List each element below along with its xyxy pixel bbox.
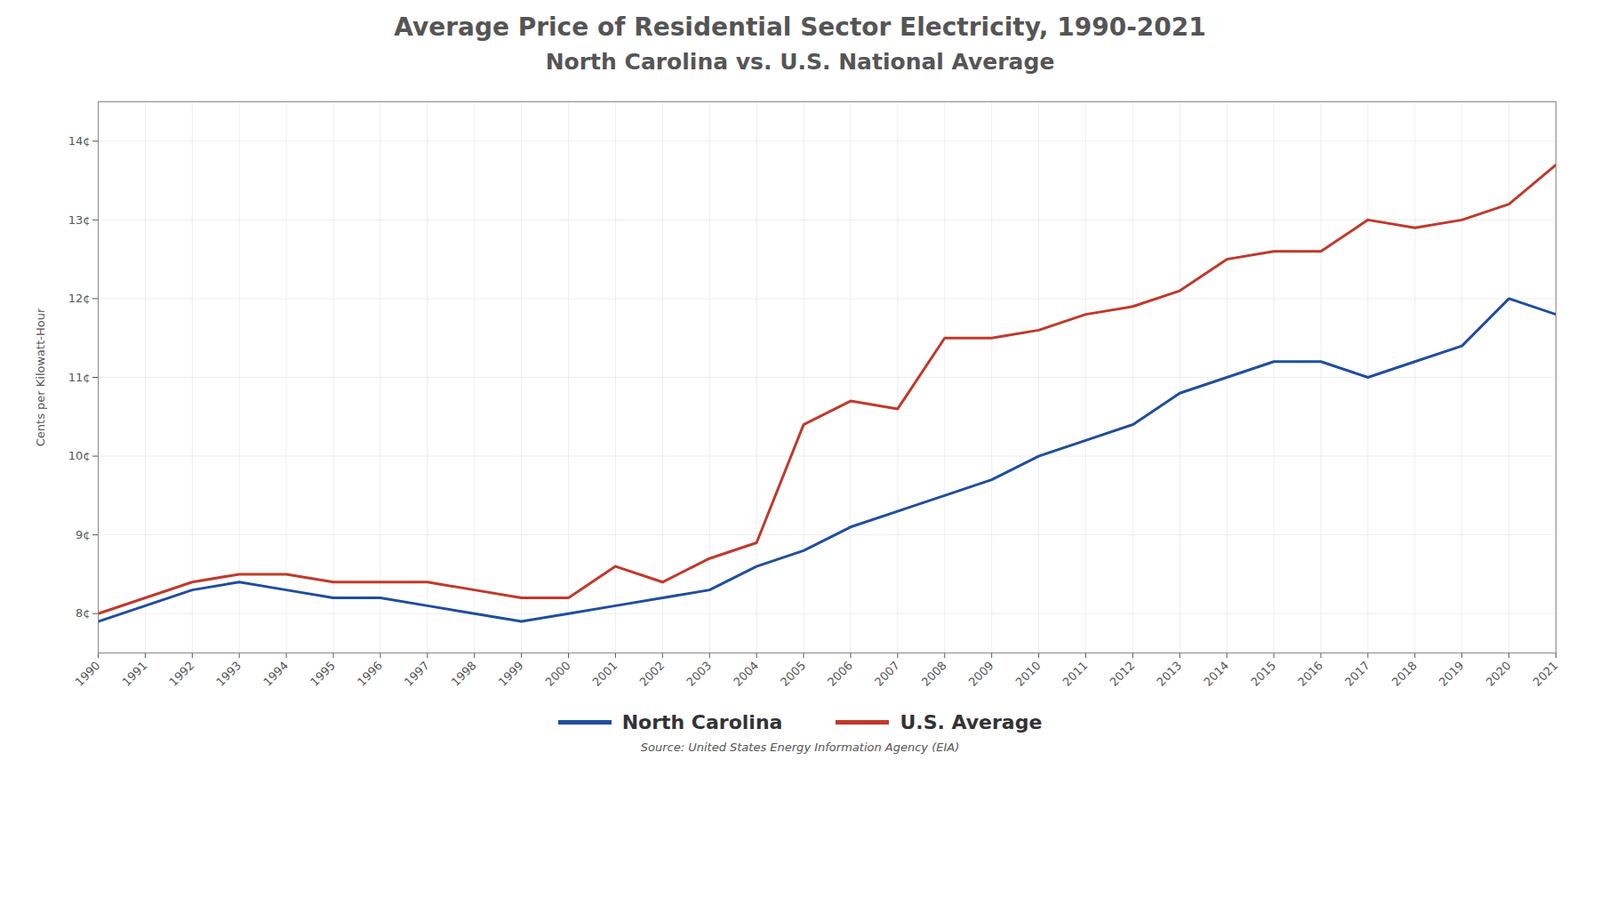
svg-text:2016: 2016 xyxy=(1295,658,1326,689)
svg-text:2010: 2010 xyxy=(1013,658,1044,689)
svg-text:12¢: 12¢ xyxy=(68,291,91,305)
html-text:U.S. Average: U.S. Average xyxy=(899,711,1043,734)
svg-text:11¢: 11¢ xyxy=(68,370,91,384)
svg-text:1993: 1993 xyxy=(213,658,244,689)
svg-text:Cents per Kilowatt-Hour: Cents per Kilowatt-Hour xyxy=(33,307,48,447)
svg-text:2008: 2008 xyxy=(919,658,950,689)
svg-text:2012: 2012 xyxy=(1106,658,1137,689)
svg-text:2020: 2020 xyxy=(1483,658,1514,689)
svg-text:13¢: 13¢ xyxy=(68,213,91,227)
svg-text:2005: 2005 xyxy=(777,658,808,689)
svg-text:2015: 2015 xyxy=(1248,658,1279,689)
svg-text:1991: 1991 xyxy=(119,658,150,689)
svg-text:2018: 2018 xyxy=(1389,658,1420,689)
svg-text:2019: 2019 xyxy=(1436,658,1467,689)
svg-text:2021: 2021 xyxy=(1530,658,1561,689)
svg-text:14¢: 14¢ xyxy=(68,134,91,148)
svg-text:2006: 2006 xyxy=(824,658,856,689)
svg-text:1997: 1997 xyxy=(401,658,432,689)
svg-text:2013: 2013 xyxy=(1153,658,1184,689)
svg-text:2011: 2011 xyxy=(1060,658,1091,689)
svg-text:1995: 1995 xyxy=(307,658,338,689)
html-text:Average Price of Residential S: Average Price of Residential Sector Elec… xyxy=(394,12,1206,42)
svg-text:1994: 1994 xyxy=(260,658,291,689)
svg-text:1999: 1999 xyxy=(496,658,527,689)
svg-text:2004: 2004 xyxy=(730,658,761,689)
svg-text:1990: 1990 xyxy=(72,658,104,689)
svg-text:2001: 2001 xyxy=(589,658,620,689)
svg-text:9¢: 9¢ xyxy=(75,528,91,542)
svg-text:2002: 2002 xyxy=(636,658,667,689)
html-text:North Carolina: North Carolina xyxy=(621,711,783,734)
svg-text:10¢: 10¢ xyxy=(68,448,91,463)
svg-text:2009: 2009 xyxy=(966,658,997,689)
svg-text:1998: 1998 xyxy=(448,658,480,689)
svg-text:2007: 2007 xyxy=(872,658,903,689)
svg-text:2017: 2017 xyxy=(1342,658,1373,689)
svg-text:2014: 2014 xyxy=(1200,658,1232,689)
html-text:North Carolina vs. U.S. Nation: North Carolina vs. U.S. National Average xyxy=(545,48,1055,75)
svg-text:8¢: 8¢ xyxy=(75,606,91,620)
svg-text:2000: 2000 xyxy=(543,658,574,689)
svg-text:2003: 2003 xyxy=(683,658,714,689)
html-text:Source: United States Energy I: Source: United States Energy Information… xyxy=(640,740,960,754)
svg-text:1992: 1992 xyxy=(166,658,197,689)
svg-text:1996: 1996 xyxy=(354,658,385,689)
